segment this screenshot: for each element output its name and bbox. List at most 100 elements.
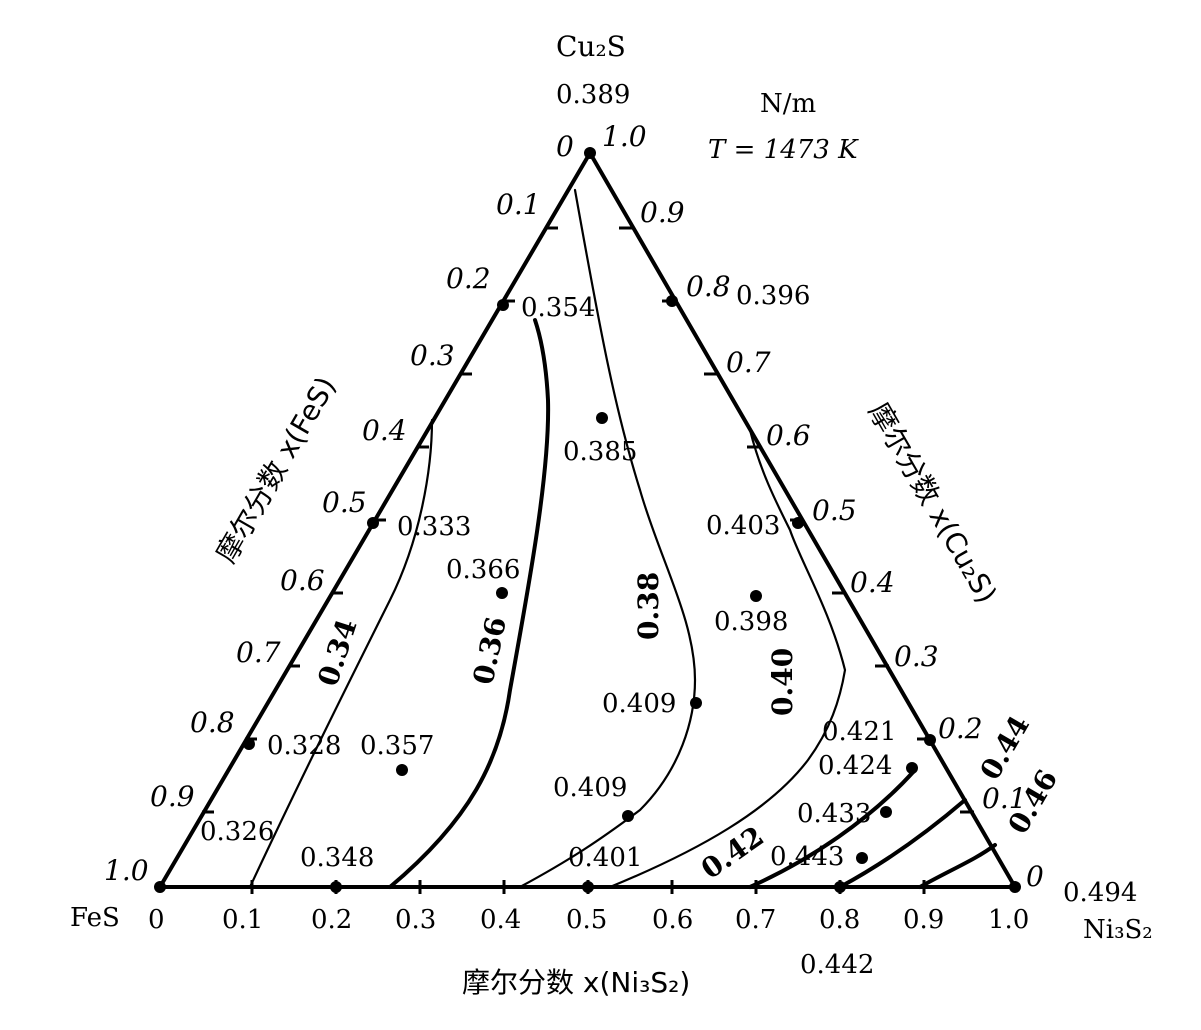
point-0.396 — [666, 295, 678, 307]
svg-text:1.0: 1.0 — [602, 120, 647, 153]
svg-text:0.421: 0.421 — [822, 717, 896, 747]
vertex-point-top — [584, 147, 596, 159]
svg-text:0.409: 0.409 — [602, 689, 676, 719]
point-value-labels: 0.354 0.396 0.385 0.333 0.403 0.366 0.39… — [200, 281, 896, 873]
svg-text:0.354: 0.354 — [521, 293, 595, 323]
units-label: N/m — [760, 89, 816, 119]
svg-text:0.6: 0.6 — [280, 564, 325, 597]
isoline-0.34 — [248, 418, 434, 889]
svg-text:0.357: 0.357 — [360, 731, 434, 761]
svg-text:0.328: 0.328 — [267, 731, 341, 761]
svg-text:0.403: 0.403 — [706, 511, 780, 541]
svg-text:0.396: 0.396 — [736, 281, 810, 311]
svg-text:0.38: 0.38 — [632, 572, 665, 640]
temperature-label: T = 1473 K — [708, 135, 859, 165]
bottom-axis-title: 摩尔分数 x(Ni₃S₂) — [462, 966, 690, 999]
point-0.421 — [924, 734, 936, 746]
point-0.333 — [367, 517, 379, 529]
right-axis-ticks — [619, 226, 974, 814]
data-points — [154, 147, 1021, 893]
point-0.403 — [792, 517, 804, 529]
bottom-tick-labels: 0 0.1 0.2 0.3 0.4 0.5 0.6 0.7 0.8 0.9 1.… — [148, 905, 1029, 935]
svg-text:0.443: 0.443 — [770, 842, 844, 872]
svg-text:0.5: 0.5 — [566, 905, 607, 935]
svg-text:0.5: 0.5 — [812, 494, 857, 527]
isoline-0.46 — [918, 843, 997, 889]
vertex-point-right — [1009, 881, 1021, 893]
svg-text:0.1: 0.1 — [222, 905, 263, 935]
point-0.424 — [906, 762, 918, 774]
svg-text:0.366: 0.366 — [446, 555, 520, 585]
point-0.385 — [596, 412, 608, 424]
svg-text:0.424: 0.424 — [818, 751, 892, 781]
point-0.443 — [856, 852, 868, 864]
svg-text:0.4: 0.4 — [362, 414, 407, 447]
point-0.398 — [750, 590, 762, 602]
svg-text:0.1: 0.1 — [496, 188, 541, 221]
svg-text:0.9: 0.9 — [903, 905, 944, 935]
vertex-value-top: 0.389 — [556, 80, 630, 110]
svg-text:0.401: 0.401 — [568, 843, 642, 873]
svg-text:0.6: 0.6 — [652, 905, 693, 935]
isoline-0.44 — [838, 798, 967, 889]
point-0.328 — [243, 738, 255, 750]
vertex-point-left — [154, 881, 166, 893]
svg-text:0.409: 0.409 — [553, 773, 627, 803]
svg-text:0.3: 0.3 — [894, 640, 939, 673]
point-0.409-lower — [622, 810, 634, 822]
svg-text:0.385: 0.385 — [563, 437, 637, 467]
svg-text:0: 0 — [148, 905, 165, 935]
svg-text:0.5: 0.5 — [322, 486, 367, 519]
svg-text:0.9: 0.9 — [150, 780, 195, 813]
right-tick-labels: 1.0 0.9 0.8 0.7 0.6 0.5 0.4 0.3 0.2 0.1 … — [602, 120, 1044, 893]
svg-text:0.7: 0.7 — [735, 905, 776, 935]
svg-text:0.3: 0.3 — [410, 339, 455, 372]
svg-text:0: 0 — [556, 130, 574, 163]
svg-text:0.7: 0.7 — [726, 346, 771, 379]
left-tick-labels: 0 0.1 0.2 0.3 0.4 0.5 0.6 0.7 0.8 0.9 1.… — [104, 130, 574, 887]
point-0.433 — [880, 806, 892, 818]
point-0.348 — [330, 881, 342, 893]
svg-text:0.36: 0.36 — [467, 614, 513, 688]
svg-text:0.8: 0.8 — [190, 706, 235, 739]
svg-text:0.4: 0.4 — [850, 566, 895, 599]
bottom-extra-value: 0.442 — [800, 950, 874, 980]
svg-text:0: 0 — [1026, 860, 1044, 893]
svg-text:0.8: 0.8 — [819, 905, 860, 935]
svg-text:0.6: 0.6 — [766, 419, 811, 452]
vertex-label-top: Cu₂S — [556, 30, 626, 63]
svg-text:0.8: 0.8 — [686, 270, 731, 303]
svg-text:0.2: 0.2 — [446, 262, 491, 295]
svg-text:0.348: 0.348 — [300, 843, 374, 873]
left-axis-title: 摩尔分数 x(FeS) — [209, 371, 342, 568]
svg-text:0.9: 0.9 — [640, 196, 685, 229]
svg-text:0.2: 0.2 — [938, 712, 983, 745]
svg-text:0.3: 0.3 — [395, 905, 436, 935]
point-0.357 — [396, 764, 408, 776]
svg-text:0.333: 0.333 — [397, 512, 471, 542]
svg-text:0.34: 0.34 — [311, 615, 363, 690]
svg-text:0.326: 0.326 — [200, 817, 274, 847]
point-0.354 — [497, 299, 509, 311]
svg-text:0.42: 0.42 — [695, 820, 770, 886]
svg-text:0.40: 0.40 — [766, 648, 799, 716]
svg-text:0.4: 0.4 — [480, 905, 521, 935]
vertex-label-right: Ni₃S₂ — [1083, 915, 1153, 945]
vertex-value-right: 0.494 — [1063, 878, 1137, 908]
point-0.366 — [496, 587, 508, 599]
vertex-label-left: FeS — [70, 903, 120, 933]
isoline-0.38-lower — [518, 188, 697, 889]
isoline-0.42 — [748, 768, 917, 889]
svg-text:0.433: 0.433 — [797, 799, 871, 829]
svg-text:0.398: 0.398 — [714, 607, 788, 637]
isoline-0.36 — [388, 318, 551, 889]
svg-text:0.2: 0.2 — [311, 905, 352, 935]
svg-text:0.1: 0.1 — [982, 782, 1027, 815]
svg-text:0.7: 0.7 — [236, 636, 281, 669]
point-0.401 — [582, 881, 594, 893]
svg-text:0.44: 0.44 — [973, 710, 1036, 786]
point-0.442 — [834, 881, 846, 893]
svg-text:1.0: 1.0 — [988, 905, 1029, 935]
